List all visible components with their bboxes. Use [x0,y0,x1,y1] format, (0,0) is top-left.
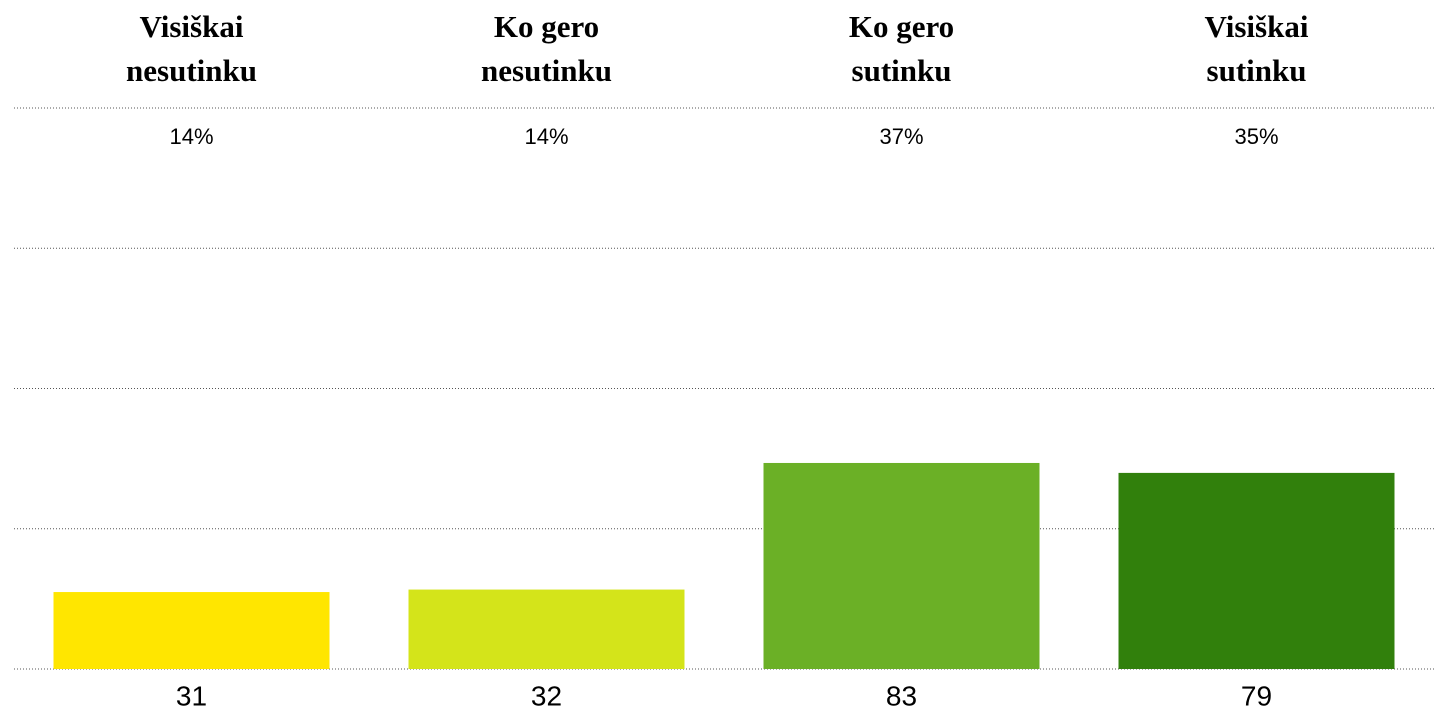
percent-label: 35% [1234,124,1278,149]
category-line: nesutinku [481,53,612,88]
value-label: 31 [176,680,207,711]
category-line: Ko gero [849,9,954,44]
bar [408,589,685,669]
category-label: Ko gero sutinku [849,9,954,88]
category-label: Visiškai sutinku [1205,9,1309,88]
category-label: Visiškai nesutinku [126,9,257,88]
category-line: nesutinku [126,53,257,88]
bar [1118,472,1395,669]
percent-label: 14% [524,124,568,149]
bar [53,592,330,669]
category-line: sutinku [1207,53,1307,88]
value-label: 83 [886,680,917,711]
category-line: sutinku [852,53,952,88]
category-line: Visiškai [1205,9,1309,44]
percent-label: 14% [169,124,213,149]
category-line: Ko gero [494,9,599,44]
value-label: 32 [531,680,562,711]
percent-label: 37% [879,124,923,149]
bar [763,462,1040,669]
category-line: Visiškai [140,9,244,44]
category-label: Ko gero nesutinku [481,9,612,88]
value-label: 79 [1241,680,1272,711]
